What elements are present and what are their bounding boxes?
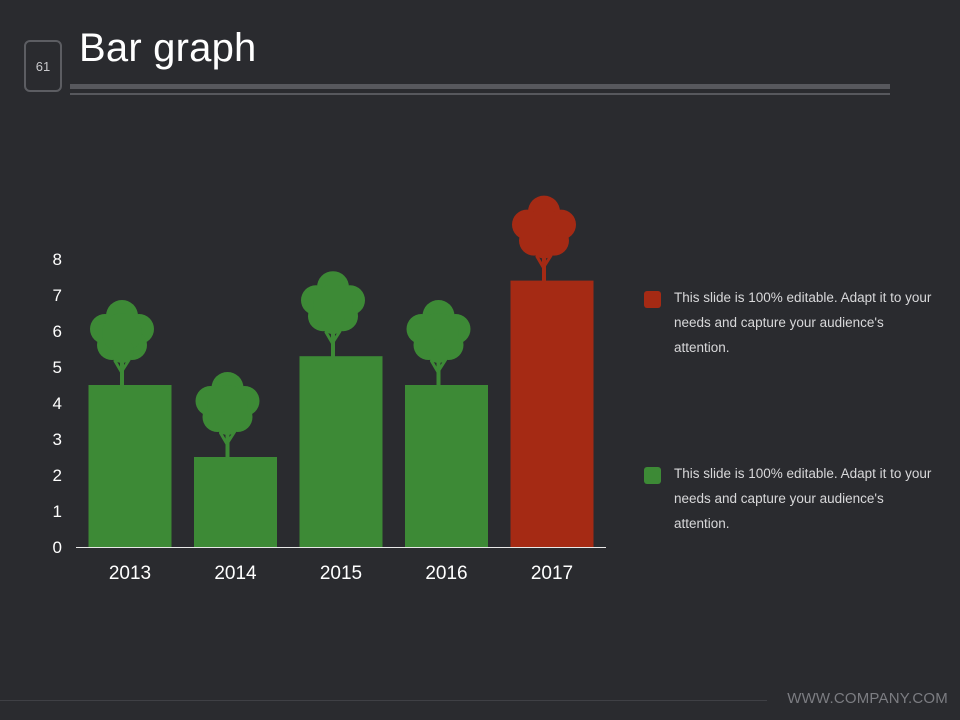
bar-2017 [510,280,594,547]
y-tick-label: 3 [53,430,62,449]
bar-2013 [88,385,172,547]
tree-icon [301,271,365,358]
y-tick-label: 1 [53,502,62,521]
tree-icon [90,300,154,386]
bar-2016 [405,385,488,547]
footer-divider [0,700,767,701]
title-divider-thin [70,93,890,95]
tree-markers [90,195,576,458]
bar-2015 [299,356,383,547]
x-axis-ticks: 2013 2014 2015 2016 2017 [109,563,573,584]
bars [88,280,594,547]
footer-url: WWW.COMPANY.COM [787,690,948,707]
y-tick-label: 6 [53,322,62,341]
x-tick-label: 2017 [531,563,573,584]
y-tick-label: 2 [53,466,62,485]
title-divider-thick [70,84,890,89]
x-tick-label: 2016 [425,563,467,584]
x-tick-label: 2015 [320,563,362,584]
tree-icon [195,372,260,458]
y-tick-label: 8 [53,250,62,269]
legend-text: This slide is 100% editable. Adapt it to… [674,290,932,355]
legend-text: This slide is 100% editable. Adapt it to… [674,466,932,531]
bar-chart: 0 1 2 3 4 5 6 7 8 2013 2014 2015 2016 2017 [53,195,606,584]
page-title: Bar graph [79,26,257,70]
y-tick-label: 0 [53,538,62,557]
tree-icon [406,300,471,386]
bar-2014 [194,457,277,547]
x-tick-label: 2014 [214,563,257,584]
y-axis-ticks: 0 1 2 3 4 5 6 7 8 [53,250,62,557]
tree-icon [512,195,576,282]
x-tick-label: 2013 [109,563,151,584]
y-tick-label: 5 [53,358,62,377]
y-tick-label: 4 [53,394,62,413]
legend-swatch-red [644,291,661,308]
legend-swatch-green [644,467,661,484]
y-tick-label: 7 [53,286,62,305]
page-number: 61 [24,40,62,92]
